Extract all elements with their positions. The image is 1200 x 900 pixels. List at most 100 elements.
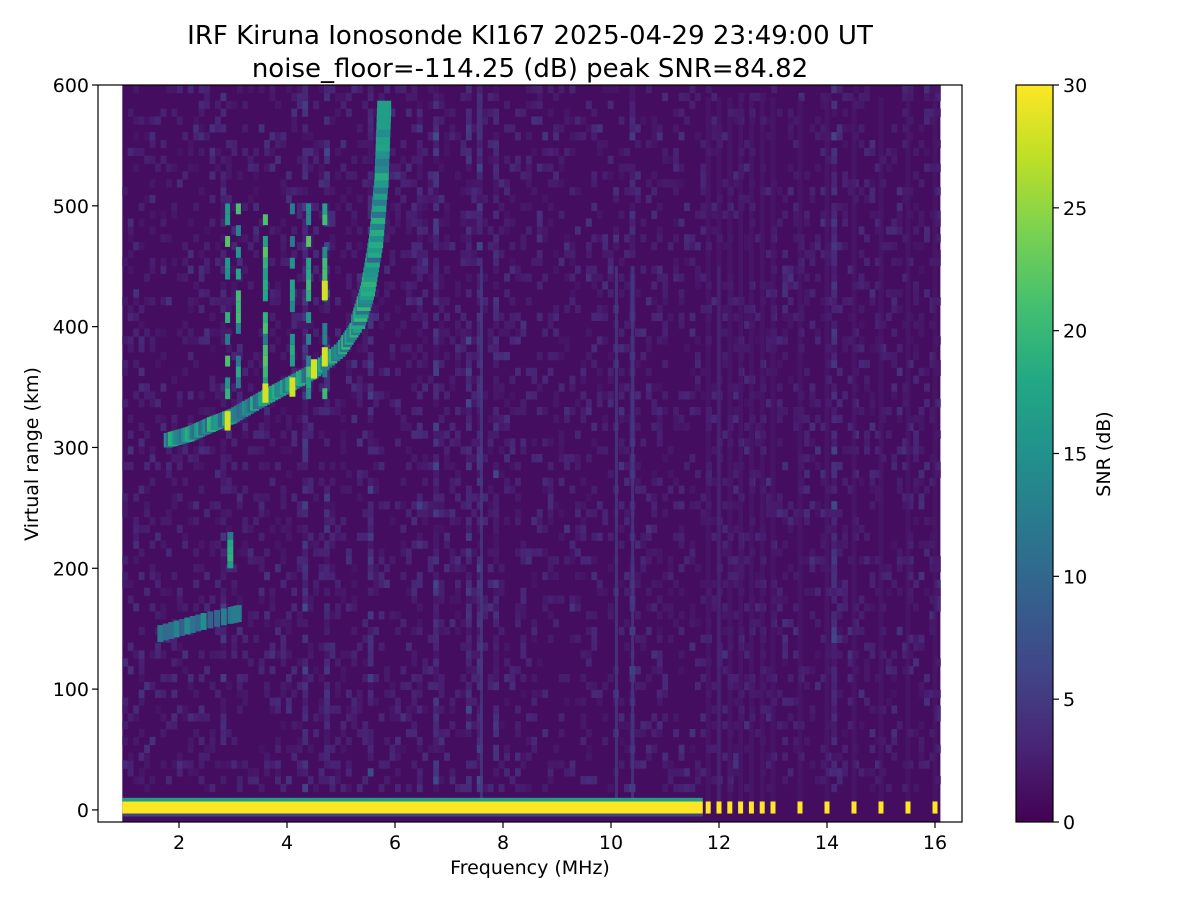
snr-cell <box>885 571 892 581</box>
snr-cell <box>891 391 898 400</box>
snr-cell <box>493 509 500 518</box>
snr-cell <box>847 485 854 494</box>
snr-cell <box>733 391 740 400</box>
snr-cell <box>204 713 210 722</box>
snr-cell <box>493 768 500 777</box>
snr-cell <box>411 540 418 549</box>
snr-cell <box>345 548 352 557</box>
snr-cell <box>253 776 260 785</box>
snr-cell <box>722 548 729 557</box>
snr-cell <box>624 163 630 172</box>
snr-cell <box>264 139 270 149</box>
snr-cell <box>318 571 325 581</box>
snr-cell <box>215 650 221 659</box>
snr-cell <box>596 697 603 706</box>
snr-cell <box>504 642 510 651</box>
snr-cell <box>765 752 772 761</box>
snr-cell <box>438 273 445 282</box>
snr-cell <box>678 768 685 777</box>
snr-cell <box>422 194 429 204</box>
snr-cell <box>558 85 565 94</box>
e-region-cell <box>157 625 164 642</box>
snr-cell <box>198 265 205 274</box>
patch-cell <box>227 539 234 547</box>
snr-cell <box>820 556 827 565</box>
snr-cell <box>896 485 903 494</box>
snr-cell <box>678 289 685 298</box>
snr-cell <box>618 524 625 534</box>
snr-cell <box>689 548 696 557</box>
snr-cell <box>536 85 543 94</box>
snr-cell <box>918 179 925 188</box>
snr-cell <box>722 626 729 636</box>
snr-cell <box>929 359 936 369</box>
snr-cell <box>329 234 336 243</box>
snr-cell <box>302 391 309 400</box>
snr-cell <box>176 603 183 612</box>
snr-cell <box>242 461 249 471</box>
snr-cell <box>831 666 838 675</box>
snr-cell <box>176 147 183 157</box>
snr-cell <box>465 218 472 227</box>
snr-cell <box>656 273 663 282</box>
snr-cell <box>405 92 412 102</box>
snr-cell <box>809 257 816 267</box>
snr-cell <box>520 673 527 683</box>
snr-cell <box>127 461 134 471</box>
snr-cell <box>193 454 200 463</box>
snr-cell <box>618 406 625 416</box>
snr-cell <box>722 666 729 675</box>
snr-cell <box>831 163 838 172</box>
snr-cell <box>285 187 292 196</box>
snr-cell <box>269 650 276 659</box>
snr-cell <box>395 783 401 793</box>
snr-cell <box>804 556 810 565</box>
snr-cell <box>291 320 298 329</box>
snr-cell <box>313 728 320 738</box>
snr-cell <box>291 571 298 581</box>
snr-cell <box>618 626 625 636</box>
snr-cell <box>133 532 140 541</box>
snr-cell <box>520 760 527 769</box>
snr-cell <box>373 564 380 573</box>
snr-cell <box>874 556 881 565</box>
snr-cell <box>302 658 309 667</box>
snr-cell <box>302 273 309 282</box>
snr-cell <box>285 194 292 204</box>
snr-cell <box>891 689 898 698</box>
snr-cell <box>465 713 472 722</box>
snr-cell <box>585 218 592 227</box>
snr-cell <box>411 210 418 219</box>
snr-cell <box>776 548 783 557</box>
snr-cell <box>520 328 527 337</box>
snr-cell <box>782 658 789 667</box>
snr-cell <box>531 579 538 589</box>
snr-cell <box>536 312 543 321</box>
snr-cell <box>416 257 423 267</box>
snr-cell <box>416 783 423 793</box>
snr-cell <box>318 548 325 557</box>
snr-cell <box>536 509 543 518</box>
snr-cell <box>155 414 161 424</box>
snr-cell <box>629 124 636 133</box>
snr-cell <box>389 249 396 259</box>
snr-cell <box>193 116 200 125</box>
snr-cell <box>487 92 494 102</box>
snr-cell <box>264 752 270 761</box>
snr-cell <box>133 516 140 526</box>
snr-cell <box>656 414 663 424</box>
snr-cell <box>831 234 838 243</box>
snr-cell <box>269 147 276 157</box>
snr-cell <box>416 147 423 157</box>
snr-cell <box>465 210 472 219</box>
snr-cell <box>345 187 352 196</box>
snr-cell <box>733 579 740 589</box>
snr-cell <box>558 760 565 769</box>
snr-cell <box>542 524 549 534</box>
snr-cell <box>804 438 810 447</box>
snr-cell <box>493 187 500 196</box>
snr-cell <box>733 116 740 125</box>
snr-cell <box>324 242 330 251</box>
snr-cell <box>907 728 914 738</box>
snr-cell <box>296 501 303 510</box>
